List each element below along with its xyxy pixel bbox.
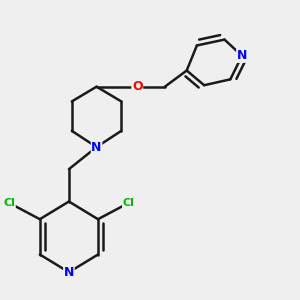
- Text: N: N: [64, 266, 74, 279]
- Text: N: N: [92, 141, 102, 154]
- Text: N: N: [237, 49, 247, 62]
- Text: Cl: Cl: [3, 198, 15, 208]
- Text: Cl: Cl: [123, 198, 134, 208]
- Text: O: O: [132, 80, 142, 93]
